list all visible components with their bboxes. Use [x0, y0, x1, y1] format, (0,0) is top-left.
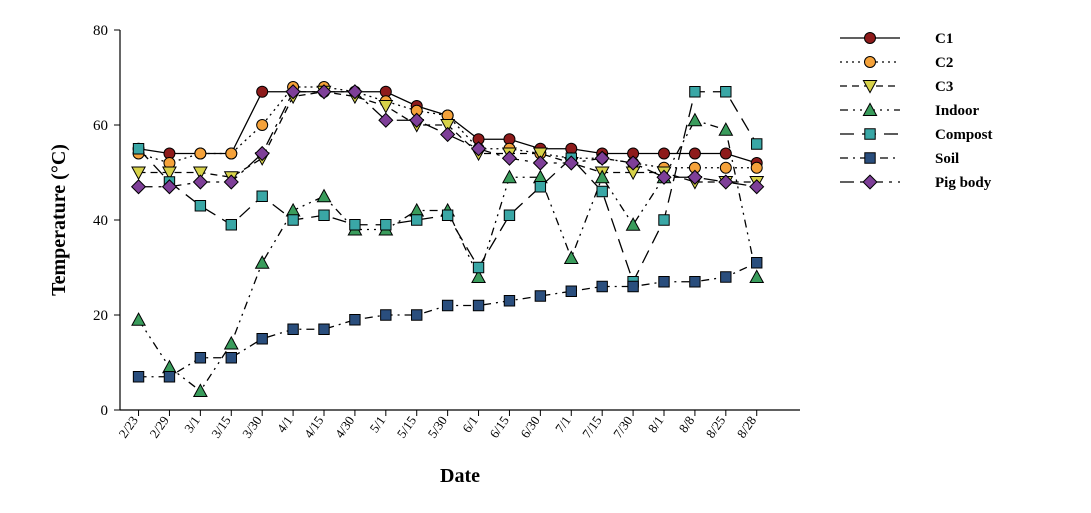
x-tick-label: 7/1	[552, 413, 574, 435]
legend-label: C3	[935, 79, 953, 95]
x-tick-label: 4/15	[301, 413, 327, 441]
x-tick-label: 8/8	[676, 413, 698, 435]
y-tick-label: 80	[93, 23, 108, 39]
x-tick-label: 8/1	[645, 413, 667, 435]
x-tick-label: 5/30	[425, 413, 451, 441]
x-tick-label: 5/15	[394, 413, 420, 441]
x-tick-label: 8/28	[734, 413, 760, 441]
x-tick-label: 3/30	[239, 413, 265, 441]
series-line-indoor	[139, 120, 757, 391]
x-tick-label: 5/1	[366, 413, 388, 435]
x-tick-label: 4/1	[274, 413, 296, 435]
legend-label: C1	[935, 31, 953, 47]
legend-label: Pig body	[935, 175, 992, 191]
x-tick-label: 8/25	[703, 413, 729, 441]
x-tick-label: 6/15	[486, 413, 512, 441]
x-tick-label: 6/30	[517, 413, 543, 441]
x-tick-label: 7/15	[579, 413, 605, 441]
legend-label: C2	[935, 55, 953, 71]
x-tick-label: 4/30	[332, 413, 358, 441]
series-markers	[132, 82, 764, 397]
y-tick-label: 0	[101, 403, 109, 419]
legend-label: Compost	[935, 127, 993, 143]
legend-label: Indoor	[935, 103, 980, 119]
y-axis-label: Temperature (°C)	[48, 144, 70, 296]
y-tick-label: 40	[93, 213, 108, 229]
x-tick-label: 2/29	[146, 413, 172, 441]
x-tick-label: 3/1	[181, 413, 203, 435]
legend: C1 C2 C3 Indoor Compost Soil Pig body	[840, 31, 993, 191]
x-axis-label: Date	[440, 465, 480, 487]
legend-label: Soil	[935, 151, 959, 167]
temperature-line-chart: 0 20 40 60 80 2/232/29 3/13/153/30 4/14/154/30 5…	[0, 0, 1091, 513]
x-tick-label: 3/15	[208, 413, 234, 441]
y-tick-label: 20	[93, 308, 108, 324]
x-tick-label: 2/23	[115, 413, 141, 441]
y-tick-label: 60	[93, 118, 108, 134]
x-tick-label: 7/30	[610, 413, 636, 441]
x-tick-label: 6/1	[459, 413, 481, 435]
